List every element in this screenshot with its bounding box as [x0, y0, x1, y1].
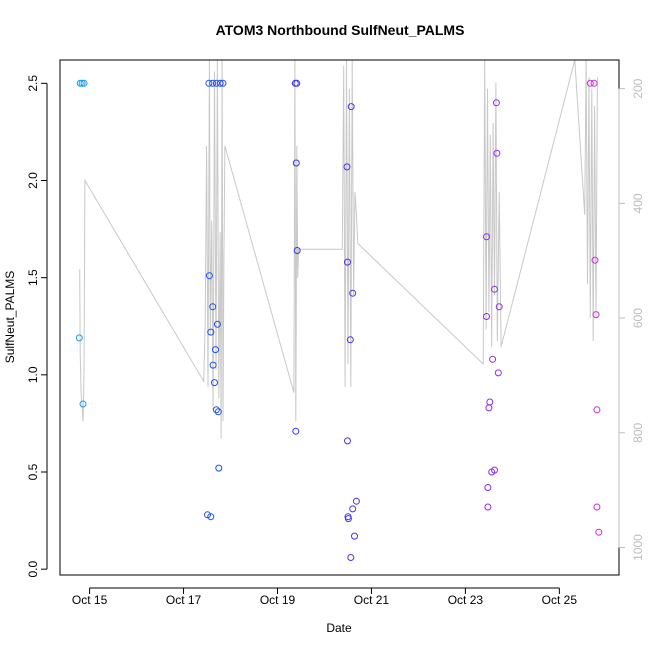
- data-point: [493, 149, 501, 157]
- data-point: [213, 320, 221, 328]
- data-point: [211, 379, 218, 387]
- data-point: [593, 406, 601, 414]
- y-right-tick-label: 800: [631, 422, 645, 442]
- data-point: [75, 334, 83, 342]
- x-tick-label: Oct 19: [260, 593, 296, 607]
- data-point: [486, 398, 494, 406]
- data-point: [349, 289, 357, 297]
- y-tick-label: 0.5: [26, 463, 40, 480]
- data-point: [586, 79, 594, 87]
- data-point: [212, 406, 220, 414]
- data-point: [212, 79, 220, 87]
- x-axis: Oct 15 Oct 17 Oct 19 Oct 21 Oct 23 Oct 25: [72, 587, 578, 607]
- data-point: [292, 159, 300, 167]
- data-point: [346, 336, 354, 344]
- data-point: [344, 258, 351, 266]
- data-point: [351, 532, 358, 540]
- data-point: [344, 437, 351, 445]
- data-point: [293, 247, 301, 254]
- data-point: [483, 233, 490, 241]
- data-point: [205, 79, 213, 87]
- data-point: [349, 505, 357, 513]
- data-point: [209, 303, 217, 311]
- data-point: [484, 484, 492, 491]
- data-point: [352, 497, 360, 505]
- data-point: [590, 79, 598, 87]
- data-point: [212, 346, 219, 354]
- y-tick-label: 2.5: [26, 75, 40, 92]
- y-axis-label: SulfNeut_PALMS: [3, 271, 17, 364]
- data-point: [591, 256, 599, 264]
- data-point: [595, 528, 603, 536]
- data-point: [491, 285, 498, 293]
- data-point: [80, 79, 88, 87]
- data-point: [593, 503, 601, 511]
- data-point: [209, 79, 217, 87]
- data-point: [76, 79, 84, 87]
- data-point: [209, 361, 217, 369]
- data-point: [207, 513, 215, 521]
- data-point: [489, 355, 497, 363]
- data-point: [79, 400, 87, 408]
- data-point: [483, 313, 490, 320]
- data-point: [293, 79, 301, 87]
- y-right-tick-label: 600: [631, 308, 645, 328]
- data-point: [347, 554, 355, 561]
- data-point: [343, 163, 351, 171]
- y-axis: 0.0 0.5 1.0 1.5 2.0 2.5: [26, 75, 48, 578]
- chart-title: ATOM3 Northbound SulfNeut_PALMS: [216, 22, 465, 38]
- y-tick-label: 1.0: [26, 366, 40, 383]
- data-point: [216, 79, 224, 87]
- data-point: [78, 79, 86, 87]
- data-point: [491, 466, 498, 474]
- y-right-tick-label: 1000: [631, 534, 645, 561]
- y-tick-label: 2.0: [26, 172, 40, 189]
- x-tick-label: Oct 15: [72, 593, 108, 607]
- data-point: [495, 303, 503, 311]
- data-point: [215, 464, 223, 472]
- data-points: [75, 79, 603, 561]
- y-tick-label: 1.5: [26, 269, 40, 286]
- data-point: [207, 328, 215, 336]
- x-tick-label: Oct 21: [354, 593, 390, 607]
- y-axis-right: 200 400 600 800 1000: [618, 78, 645, 561]
- data-point: [292, 427, 300, 435]
- y-right-tick-label: 200: [631, 78, 645, 98]
- data-point: [484, 503, 492, 511]
- data-point: [494, 369, 502, 377]
- y-right-tick-label: 400: [631, 193, 645, 213]
- x-tick-label: Oct 25: [542, 593, 578, 607]
- data-point: [344, 515, 352, 523]
- y-tick-label: 0.0: [26, 561, 40, 578]
- x-tick-label: Oct 17: [166, 593, 202, 607]
- data-point: [347, 103, 355, 111]
- data-point: [592, 311, 600, 319]
- data-point: [214, 408, 222, 416]
- x-axis-label: Date: [326, 621, 352, 635]
- data-point: [205, 272, 213, 280]
- data-point: [219, 79, 227, 87]
- x-tick-label: Oct 23: [448, 593, 484, 607]
- data-point: [492, 99, 500, 107]
